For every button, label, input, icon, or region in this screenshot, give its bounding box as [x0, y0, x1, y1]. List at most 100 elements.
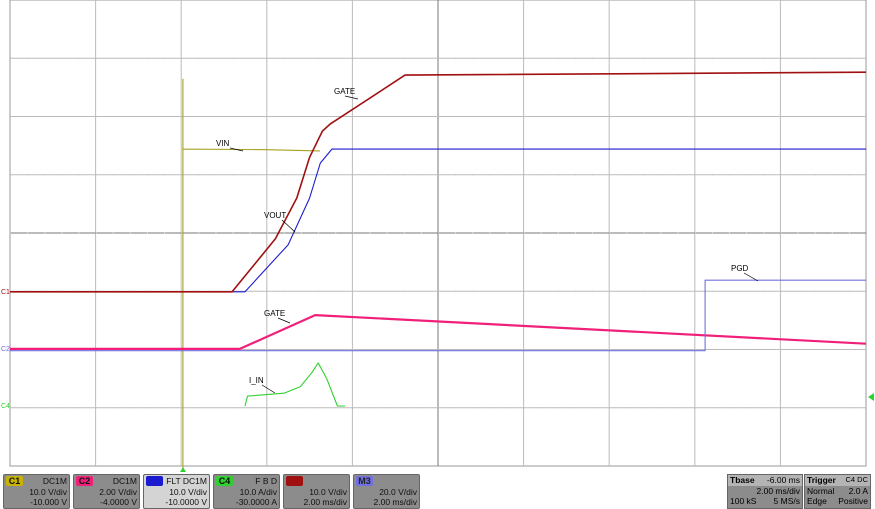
channel-m3[interactable]: M3 20.0 V/div 2.00 ms/div: [353, 474, 420, 509]
grid-tick: [352, 174, 354, 176]
tbase-label: Tbase: [730, 475, 755, 485]
grid-tick: [386, 57, 388, 59]
grid-tick: [574, 232, 576, 234]
grid-tick: [61, 407, 63, 409]
grid-tick: [369, 232, 371, 234]
grid-tick: [540, 232, 542, 234]
channel-c4[interactable]: C4 F B D 10.0 A/div -30.0000 A: [213, 474, 280, 509]
channel-c2[interactable]: C2 DC1M 2.00 V/div -4.0000 V: [73, 474, 140, 509]
scale: 20.0 V/div: [379, 487, 417, 497]
grid-tick: [301, 407, 303, 409]
grid-tick: [729, 349, 731, 350]
grid-tick: [557, 349, 559, 350]
grid-tick: [677, 407, 679, 409]
grid-tick: [489, 407, 491, 409]
grid-tick: [318, 290, 320, 292]
grid-tick: [780, 290, 782, 292]
trigger-level-marker[interactable]: [868, 393, 874, 401]
grid-tick: [283, 407, 285, 409]
grid-tick: [506, 116, 508, 117]
grid-tick: [301, 116, 303, 117]
grid-tick: [831, 57, 833, 59]
grid-tick: [609, 349, 611, 350]
grid-tick: [848, 57, 850, 59]
channel-c3[interactable]: C3 FLT DC1M 10.0 V/div -10.0000 V: [143, 474, 210, 509]
trace-labels: GATE VIN VOUT PGD GATE I_IN: [216, 87, 759, 394]
grid-tick: [369, 407, 371, 409]
channel-bar: C1 DC1M 10.0 V/div -10.000 V C2 DC1M 2.00 V/d…: [3, 474, 420, 509]
grid-tick: [472, 57, 474, 59]
grid-tick: [660, 174, 662, 176]
grid-tick: [643, 290, 645, 292]
tbase-samples: 100 kS: [730, 496, 757, 506]
grid-tick: [506, 349, 508, 350]
grid-tick: [283, 174, 285, 176]
grid-tick: [249, 407, 251, 409]
grid-tick: [574, 57, 576, 59]
grid-tick: [455, 349, 457, 350]
grid-tick: [44, 57, 46, 59]
grid-tick: [198, 174, 200, 176]
grid-tick: [232, 57, 234, 59]
grid-tick: [557, 290, 559, 292]
grid-tick: [729, 116, 731, 117]
grid-tick: [318, 349, 320, 350]
grid-tick: [729, 407, 731, 409]
trigger-panel[interactable]: Trigger C4 DC Normal 2.0 A Edge Positive: [804, 474, 871, 509]
timebase: 2.00 ms/div: [373, 497, 417, 507]
channel-m2[interactable]: M2 10.0 V/div 2.00 ms/div: [283, 474, 350, 509]
trigger-mode: Normal: [807, 486, 835, 496]
grid-tick: [215, 407, 217, 409]
grid-tick: [420, 174, 422, 176]
grid-tick: [848, 349, 850, 350]
grid-tick: [318, 174, 320, 176]
trace-c3-vout: [10, 148, 866, 293]
grid-tick: [455, 232, 457, 234]
grid-tick: [472, 116, 474, 117]
trigger-position-marker[interactable]: [180, 467, 186, 472]
grid-tick: [643, 349, 645, 350]
grid-tick: [489, 232, 491, 234]
timebase: 2.00 ms/div: [303, 497, 347, 507]
marker-c4: C4: [1, 403, 10, 410]
grid-tick: [181, 407, 183, 409]
grid-tick: [369, 349, 371, 350]
grid-tick: [489, 57, 491, 59]
coupling: DC1M: [42, 476, 67, 486]
trigger-level: 2.0 A: [848, 486, 868, 496]
grid-tick: [95, 174, 97, 176]
grid-tick: [660, 349, 662, 350]
grid-tick: [814, 290, 816, 292]
grid-tick: [677, 290, 679, 292]
grid-tick: [283, 290, 285, 292]
grid-tick: [592, 232, 594, 234]
grid-tick: [352, 290, 354, 292]
grid-tick: [335, 174, 337, 176]
grid-tick: [506, 232, 508, 234]
grid-tick: [61, 174, 63, 176]
grid-tick: [146, 232, 148, 234]
channel-c1[interactable]: C1 DC1M 10.0 V/div -10.000 V: [3, 474, 70, 509]
grid-tick: [660, 232, 662, 234]
grid-tick: [249, 232, 251, 234]
grid-tick: [592, 407, 594, 409]
grid-tick: [335, 232, 337, 234]
grid-tick: [44, 232, 46, 234]
grid-tick: [609, 116, 611, 117]
grid-tick: [318, 57, 320, 59]
grid-tick: [301, 174, 303, 176]
grid-tick: [523, 57, 525, 59]
coupling: FLT DC1M: [166, 476, 207, 486]
grid-tick: [181, 174, 183, 176]
grid-tick: [438, 349, 439, 350]
grid-tick: [797, 174, 799, 176]
grid-tick: [780, 232, 782, 234]
grid-tick: [780, 407, 782, 409]
grid-tick: [335, 116, 337, 117]
grid-tick: [523, 174, 525, 176]
grid-tick: [523, 349, 525, 350]
timebase-panel[interactable]: Tbase -6.00 ms 2.00 ms/div 100 kS 5 MS/s: [727, 474, 803, 509]
grid-tick: [420, 116, 422, 117]
channel-markers[interactable]: C1 C2 C4: [1, 289, 874, 472]
grid-tick: [848, 232, 850, 234]
